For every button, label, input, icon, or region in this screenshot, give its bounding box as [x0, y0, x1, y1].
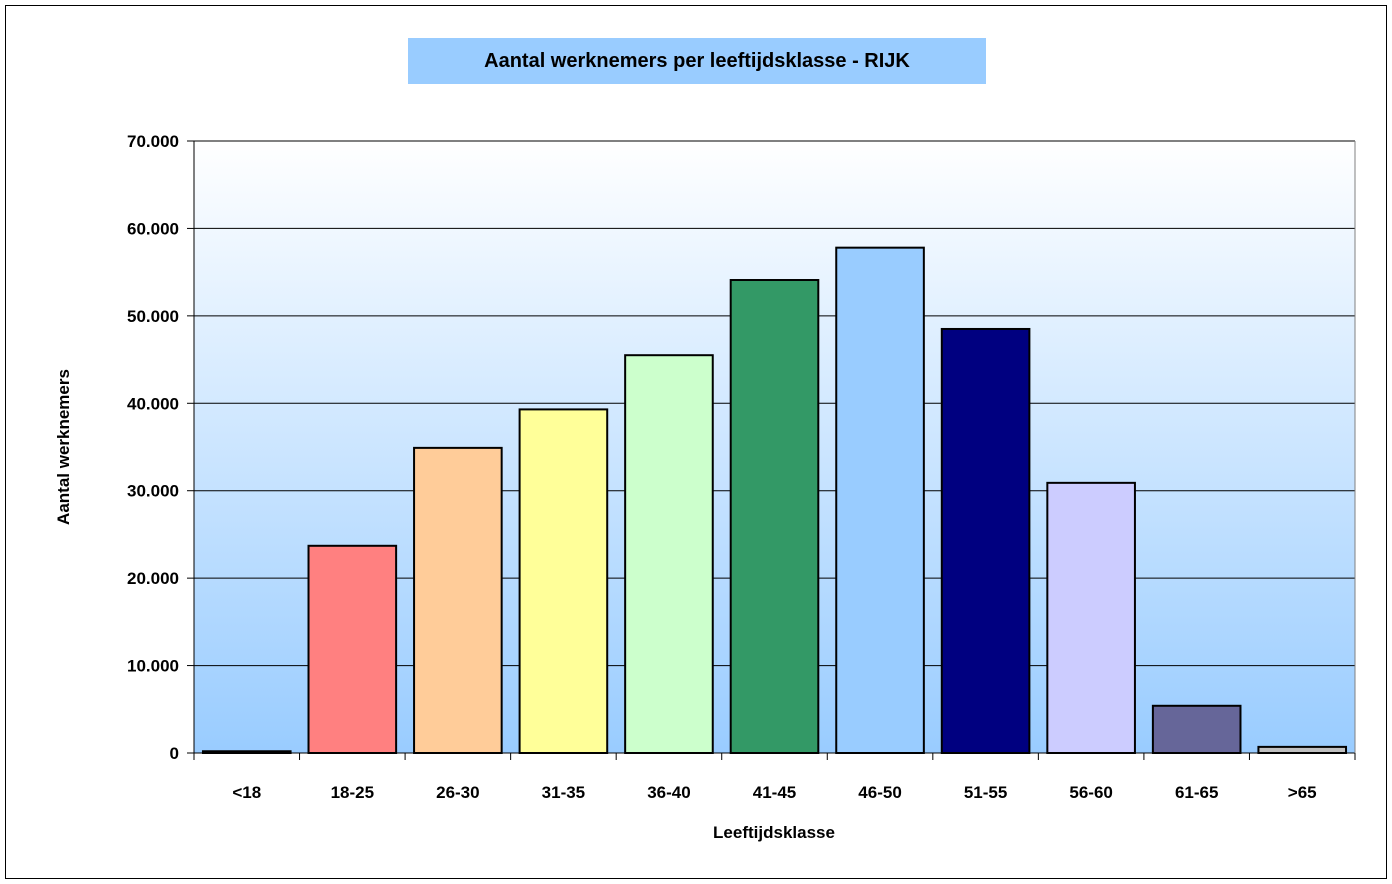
bars — [201, 246, 1348, 755]
x-tick-label: 26-30 — [436, 783, 479, 802]
axes — [187, 140, 1356, 760]
y-tick-label: 60.000 — [127, 219, 179, 238]
y-tick-labels: 0 10.000 20.000 30.000 40.000 50.000 60.000 70.… — [127, 132, 179, 763]
bar-31-35 — [518, 408, 609, 754]
y-tick-label: 70.000 — [127, 132, 179, 151]
y-tick-label: 50.000 — [127, 307, 179, 326]
x-tick-label: 31-35 — [542, 783, 585, 802]
bar-56-60 — [1046, 481, 1136, 754]
bar-36-40 — [624, 354, 714, 754]
bar->65 — [1257, 745, 1348, 755]
y-tick-label: 0 — [170, 744, 179, 763]
x-tick-label: 51-55 — [964, 783, 1007, 802]
x-tick-labels: <18 18-25 26-30 31-35 36-40 41-45 46-50 51-55 56… — [232, 783, 1316, 802]
x-tick-label: 18-25 — [331, 783, 374, 802]
y-axis-title: Aantal werknemers — [54, 369, 73, 525]
bar-51-55 — [940, 327, 1031, 754]
bar-18-25 — [307, 544, 398, 755]
bar-61-65 — [1151, 704, 1242, 755]
x-axis-title: Leeftijdsklasse — [713, 823, 835, 842]
y-tick-label: 40.000 — [127, 394, 179, 413]
y-tick-label: 20.000 — [127, 569, 179, 588]
chart-title: Aantal werknemers per leeftijdsklasse - … — [408, 38, 986, 84]
x-tick-label: 41-45 — [753, 783, 796, 802]
y-tick-label: 30.000 — [127, 482, 179, 501]
x-tick-label: 56-60 — [1069, 783, 1112, 802]
bar-26-30 — [413, 446, 503, 754]
y-tick-label: 10.000 — [127, 657, 179, 676]
bar-46-50 — [835, 246, 925, 754]
bar-41-45 — [729, 279, 820, 754]
x-tick-label: 61-65 — [1175, 783, 1218, 802]
x-tick-label: >65 — [1288, 783, 1317, 802]
x-tick-label: 36-40 — [647, 783, 690, 802]
x-tick-label: 46-50 — [858, 783, 901, 802]
x-tick-label: <18 — [232, 783, 261, 802]
